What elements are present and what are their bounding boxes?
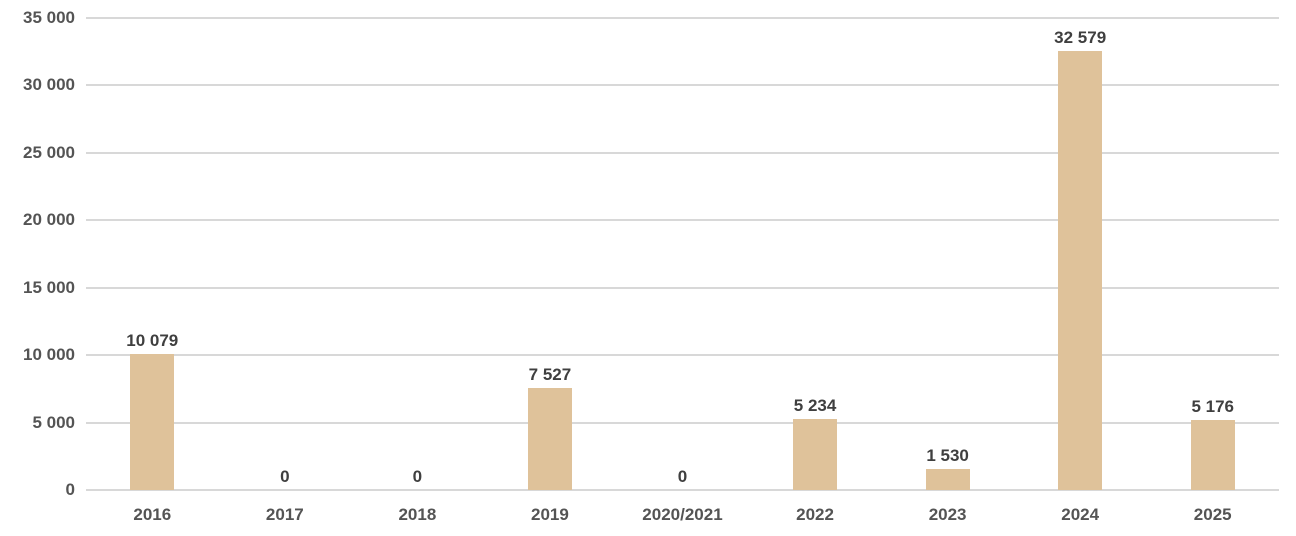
bar-value-label: 5 234 — [793, 396, 837, 416]
bar — [527, 388, 572, 490]
gridline — [86, 421, 1279, 424]
y-axis-tick-label: 0 — [65, 480, 75, 499]
bar-value-label: 32 579 — [1054, 27, 1107, 47]
x-axis-tick-label: 2024 — [1061, 505, 1100, 524]
x-axis-tick-label: 2020/2021 — [642, 505, 723, 524]
y-axis-tick-label: 15 000 — [23, 277, 75, 297]
bar-value-label: 0 — [412, 467, 423, 486]
x-axis-tick-label: 2025 — [1193, 505, 1232, 524]
y-axis-tick-label: 30 000 — [23, 75, 75, 95]
gridline — [86, 354, 1279, 357]
bar-value-label: 1 530 — [926, 446, 969, 466]
bar — [130, 354, 175, 490]
x-axis-tick-label: 2017 — [265, 505, 304, 524]
x-axis-tick-label: 2022 — [796, 505, 834, 524]
gridline — [86, 17, 1279, 19]
gridline — [86, 84, 1279, 87]
bar — [1190, 420, 1235, 490]
x-axis-tick-label: 2018 — [398, 505, 437, 524]
bar — [793, 419, 838, 490]
bar-value-label: 0 — [280, 467, 290, 486]
x-axis-tick-label: 2016 — [133, 505, 172, 524]
gridline — [86, 151, 1279, 154]
y-axis-tick-label: 35 000 — [23, 8, 75, 27]
bar-value-label: 7 527 — [528, 365, 572, 385]
gridline — [86, 489, 1279, 491]
y-axis-tick-label: 10 000 — [23, 345, 75, 365]
y-axis-tick-label: 20 000 — [23, 210, 75, 230]
bar-value-label: 10 079 — [126, 331, 179, 351]
bar — [1058, 50, 1103, 490]
bar-value-label: 5 176 — [1191, 397, 1234, 417]
gridline — [86, 219, 1279, 222]
x-axis-tick-label: 2019 — [531, 505, 569, 524]
y-axis-tick-label: 25 000 — [23, 142, 75, 162]
bar — [925, 469, 970, 490]
bar-value-label: 0 — [677, 467, 688, 486]
gridline — [86, 286, 1279, 289]
y-axis-tick-label: 5 000 — [32, 412, 75, 432]
x-axis-tick-label: 2023 — [928, 505, 967, 524]
